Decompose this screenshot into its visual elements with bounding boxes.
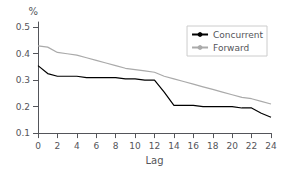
svg-text:0.4: 0.4: [16, 49, 31, 59]
svg-text:0.2: 0.2: [16, 102, 30, 112]
svg-text:0.5: 0.5: [16, 22, 30, 32]
svg-text:18: 18: [207, 141, 219, 151]
svg-text:0.3: 0.3: [16, 75, 30, 85]
svg-text:14: 14: [168, 141, 180, 151]
svg-text:Lag: Lag: [145, 155, 163, 166]
svg-text:Concurrent: Concurrent: [213, 30, 263, 40]
svg-text:10: 10: [129, 141, 141, 151]
svg-text:20: 20: [226, 141, 238, 151]
svg-text:Forward: Forward: [213, 43, 249, 53]
svg-text:2: 2: [55, 141, 61, 151]
svg-text:0.1: 0.1: [16, 128, 30, 138]
svg-text:16: 16: [188, 141, 200, 151]
svg-text:4: 4: [74, 141, 80, 151]
svg-text:24: 24: [265, 141, 277, 151]
svg-text:22: 22: [246, 141, 257, 151]
svg-text:8: 8: [113, 141, 119, 151]
svg-text:0: 0: [35, 141, 41, 151]
svg-text:%: %: [28, 6, 38, 17]
svg-text:12: 12: [149, 141, 160, 151]
svg-text:6: 6: [93, 141, 99, 151]
